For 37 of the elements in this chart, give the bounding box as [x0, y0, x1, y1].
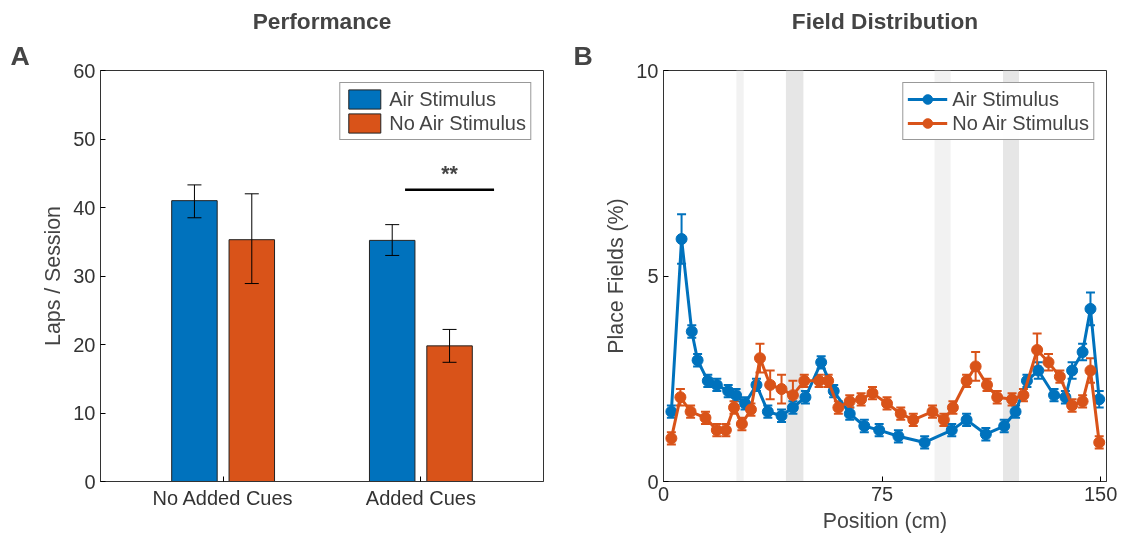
- bar: [368, 239, 416, 482]
- point: [1084, 364, 1097, 377]
- y-tick-label: 5: [647, 265, 659, 287]
- y-tick-label: 60: [73, 59, 96, 82]
- text: A: [10, 40, 30, 71]
- point: [786, 389, 799, 402]
- point: [764, 378, 777, 391]
- y-tick-label: 40: [73, 196, 96, 219]
- x-tick-label: No Added Cues: [152, 486, 293, 509]
- point: [1084, 302, 1097, 315]
- bar: [171, 200, 218, 482]
- bar: [426, 345, 473, 482]
- point: [675, 233, 688, 245]
- chart-title: Performance: [252, 7, 392, 34]
- x-tick-label: 75: [870, 482, 894, 505]
- y-tick-label: 30: [73, 265, 96, 287]
- y-axis-title: Laps / Session: [41, 206, 66, 346]
- x-tick-label: 150: [1083, 482, 1118, 505]
- y-tick-label: 10: [73, 402, 96, 424]
- point: [753, 352, 766, 365]
- chart-title: Field Distribution: [791, 7, 979, 34]
- x-axis-title: Position (cm): [822, 508, 948, 533]
- point: [775, 383, 788, 396]
- bar: [228, 239, 276, 482]
- annotation: **: [441, 161, 459, 186]
- y-tick-label: 20: [73, 333, 96, 356]
- text: B: [573, 40, 593, 71]
- point: [969, 360, 982, 373]
- x-tick-label: Added Cues: [365, 486, 476, 509]
- legend-label: No Air Stimulus: [389, 111, 526, 135]
- point: [1031, 343, 1044, 356]
- y-tick-label: 50: [73, 128, 96, 150]
- legend-label: Air Stimulus: [952, 87, 1059, 111]
- y-tick-label: 10: [636, 59, 659, 82]
- legend-label: Air Stimulus: [389, 87, 496, 111]
- legend-label: No Air Stimulus: [952, 111, 1089, 135]
- y-axis-title: Place Fields (%): [604, 198, 629, 354]
